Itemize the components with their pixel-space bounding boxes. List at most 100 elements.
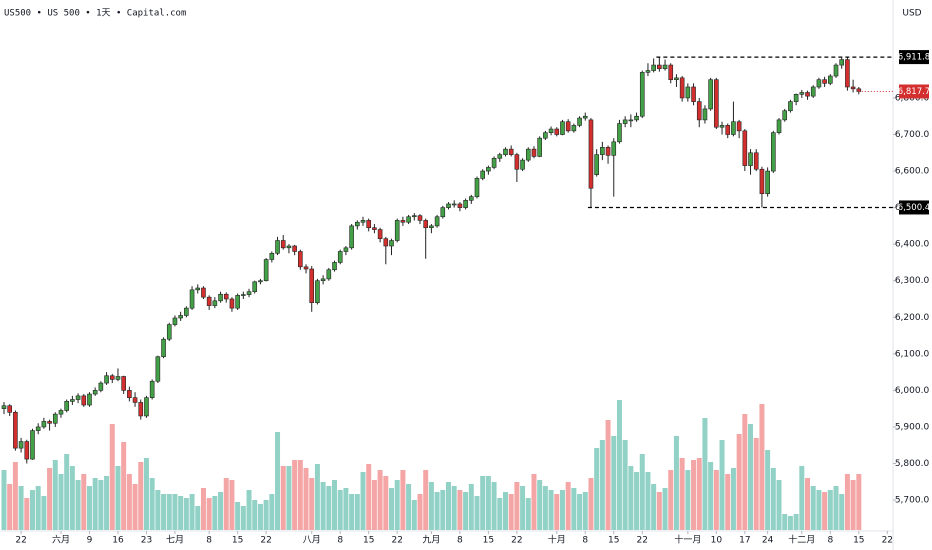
candle-body [600,147,605,155]
volume-bar [200,488,206,530]
volume-bar [206,498,212,530]
candle-body [480,170,485,179]
volume-bar [628,466,634,530]
volume-bar [275,432,281,530]
candle-body [218,293,223,302]
volume-bar [41,496,47,530]
volume-bar [833,486,839,530]
x-tick-label: 九月 [422,535,440,546]
candle-body [132,397,138,403]
volume-bar [445,482,451,530]
volume-bar [730,468,736,530]
candle-body [58,410,64,415]
candle-body [810,86,816,97]
candle-body [98,382,104,391]
volume-bar [856,474,862,530]
y-tick-label: 6,600.0 [895,167,930,177]
y-tick-label: 6,700.0 [895,130,930,140]
x-tick-label: 十一月 [674,534,701,546]
candle-body [708,79,713,110]
volume-bar [64,454,70,530]
candle-body [417,215,423,221]
candle-body [109,375,115,380]
volume-bar [679,458,685,530]
volume-bar [810,486,816,530]
volume-bar [611,436,617,530]
volume-bar [286,466,292,530]
volume-bar [719,440,725,530]
volume-bar [389,488,395,530]
volume-bar [7,484,13,530]
candle-body [491,157,497,168]
candle-body [662,64,668,70]
volume-bar [35,486,41,530]
volume-bar [696,458,702,530]
x-tick-label: 17 [739,536,750,546]
volume-bar [759,404,765,530]
candle-body [514,154,520,170]
candle-body [668,64,674,80]
candle-body [52,413,58,424]
volume-bar [616,400,622,530]
volume-bar [497,498,503,530]
candle-body [75,395,81,400]
volume-bar [428,482,434,530]
candle-body [696,101,702,121]
y-tick-label: 5,800.0 [895,459,930,469]
x-tick-label: 八月 [303,535,321,546]
volume-bar [246,490,252,530]
candle-body [782,110,788,121]
candle-body [35,426,41,431]
candle-body [565,121,571,132]
x-tick-label: 22 [260,536,271,546]
volume-bar [537,480,543,530]
candle-body [127,390,132,398]
volume-bar [138,462,144,530]
candle-body [389,240,394,247]
volume-bar [582,492,588,530]
candle-body [577,117,582,126]
candle-body [788,101,793,112]
candle-body [839,59,845,66]
candle-body [7,405,12,413]
x-tick-label: 22 [15,536,26,546]
volume-bar [622,440,628,530]
last-price-label: 6,817.7 [898,87,930,97]
volume-bar [827,490,833,530]
candle-body [446,203,451,208]
volume-bar [383,476,389,530]
volume-bar [195,506,201,530]
candle-body [719,125,725,128]
volume-bar [548,490,554,530]
candle-body [258,280,263,283]
volume-bar [303,468,309,530]
candle-body [605,147,611,156]
volume-bar [685,470,691,530]
volume-bar [793,514,799,530]
candle-body [691,86,696,102]
volume-bar [371,480,377,530]
candle-body [24,441,30,460]
candle-body [184,307,189,316]
volume-bar [280,466,286,530]
volume-bar [440,490,446,530]
volume-bar [651,484,657,530]
candle-body [525,148,531,161]
volume-bar [1,470,7,530]
candle-body [634,115,639,121]
volume-bar [417,494,423,530]
x-tick-label: 十月 [548,534,566,546]
candle-body [161,338,166,358]
x-tick-label: 8 [457,536,463,546]
candle-body [474,178,480,197]
chart-title: US500 • US 500 • 1天 • Capital.com [4,9,186,19]
candle-body [468,196,474,201]
candle-body [298,251,303,268]
volume-bar [770,468,776,530]
candle-body [315,280,320,303]
x-tick-label: 8 [206,536,212,546]
volume-bar [805,478,811,530]
candle-body [776,119,782,133]
x-tick-label: 8 [337,536,343,546]
volume-bar [166,494,172,530]
